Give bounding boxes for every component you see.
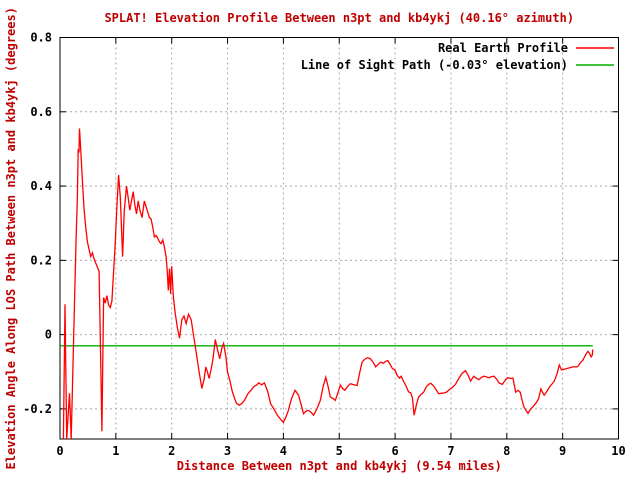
x-tick-label: 6: [391, 444, 398, 458]
x-tick-label: 4: [280, 444, 287, 458]
legend-label-real-earth-profile: Real Earth Profile: [438, 41, 568, 55]
legend-label-line-of-sight: Line of Sight Path (-0.03° elevation): [301, 58, 568, 72]
x-axis-label: Distance Between n3pt and kb4ykj (9.54 m…: [177, 459, 502, 473]
y-axis-label: Elevation Angle Along LOS Path Between n…: [4, 7, 18, 469]
x-tick-label: 5: [336, 444, 343, 458]
plot-border: [59, 37, 619, 440]
y-tick-label: 0: [45, 328, 52, 342]
legend-item-line-of-sight: Line of Sight Path (-0.03° elevation): [301, 58, 614, 72]
y-tick-label: 0.8: [30, 31, 52, 45]
y-tick-label: 0.2: [30, 253, 52, 267]
series-real-earth-profile: [62, 128, 594, 439]
x-tick-label: 1: [112, 444, 119, 458]
legend: Real Earth Profile Line of Sight Path (-…: [301, 41, 614, 72]
legend-item-real-earth-profile: Real Earth Profile: [438, 41, 614, 55]
x-tick-label: 9: [559, 444, 566, 458]
axis-tick-marks: [59, 37, 619, 439]
y-tick-label: 0.4: [30, 179, 52, 193]
y-tick-label: 0.6: [30, 105, 52, 119]
data-series-layer: [60, 128, 594, 439]
axis-tick-labels: 0 1 2 3 4 5 6 7 8 9 10 -0.2 0 0.2 0.4 0.6 0.8: [23, 31, 626, 459]
x-tick-label: 3: [224, 444, 231, 458]
x-tick-label: 8: [503, 444, 510, 458]
x-tick-label: 2: [168, 444, 175, 458]
y-tick-label: -0.2: [23, 402, 52, 416]
x-tick-label: 10: [611, 444, 625, 458]
x-tick-label: 7: [447, 444, 454, 458]
x-tick-label: 0: [56, 444, 63, 458]
chart-title: SPLAT! Elevation Profile Between n3pt an…: [104, 11, 574, 25]
grid-lines: [60, 37, 619, 439]
